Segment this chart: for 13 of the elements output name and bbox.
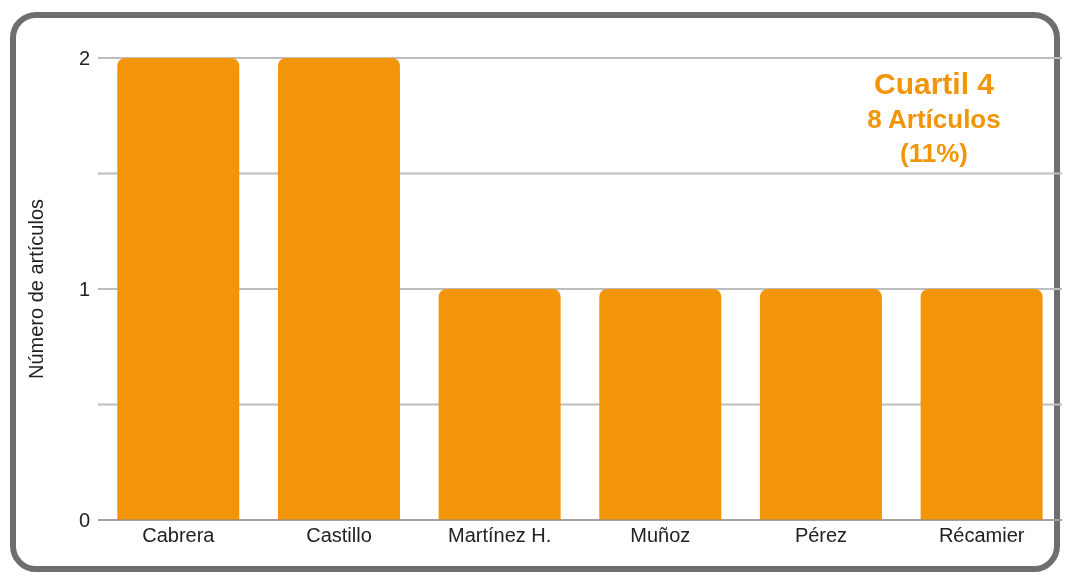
y-axis-title: Número de artículos <box>25 198 48 380</box>
x-tick-label: Cabrera <box>142 524 216 547</box>
x-tick-label: Muñoz <box>630 524 691 547</box>
y-tick-label: 0 <box>78 509 90 532</box>
annotation: Cuartil 4 <box>873 66 995 102</box>
x-tick-label: Pérez <box>794 524 848 547</box>
annotation: 8 Artículos <box>866 103 1002 136</box>
y-tick-label: 1 <box>78 278 90 301</box>
annotation: (11%) <box>899 136 969 170</box>
x-tick-label: Récamier <box>938 524 1025 547</box>
x-tick-label: Martínez H. <box>447 524 552 547</box>
x-tick-label: Castillo <box>306 524 372 547</box>
y-tick-label: 2 <box>78 47 90 70</box>
